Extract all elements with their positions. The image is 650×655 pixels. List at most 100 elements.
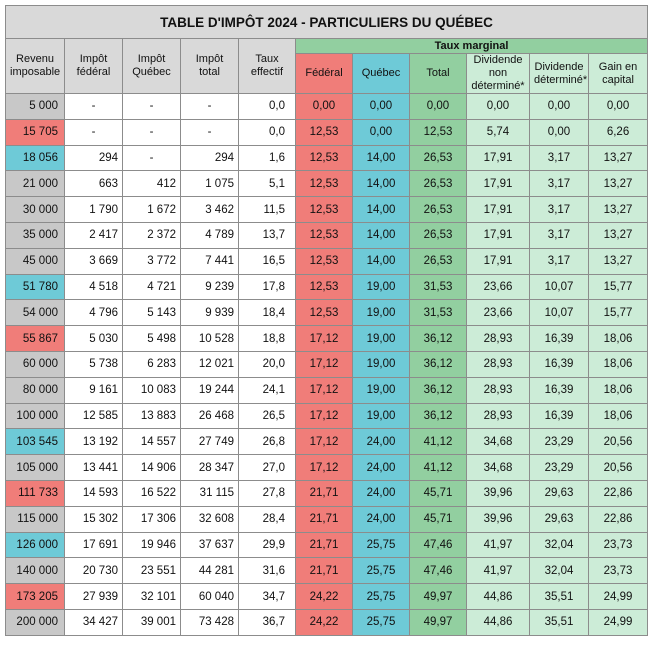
cell-impot-total: 4 789 bbox=[180, 221, 239, 249]
cell-impot-total: 1 075 bbox=[180, 170, 239, 198]
cell-gain-en-capital: 24,99 bbox=[587, 608, 649, 636]
cell-gain-en-capital: 13,27 bbox=[587, 196, 649, 223]
table-row: 105 000 13 441 14 906 28 347 27,0 17,12 24,00 4… bbox=[5, 454, 649, 481]
cell-revenu-imposable: 21 000 bbox=[5, 170, 65, 198]
cell-dividende-non-determine: 17,91 bbox=[466, 221, 530, 249]
cell-dividende-non-determine: 28,93 bbox=[466, 402, 530, 430]
cell-taux-total: 26,53 bbox=[409, 170, 467, 198]
cell-taux-quebec: 19,00 bbox=[352, 273, 410, 301]
cell-dividende-non-determine: 41,97 bbox=[466, 531, 530, 559]
cell-revenu-imposable: 35 000 bbox=[5, 221, 65, 249]
table-row: 80 000 9 161 10 083 19 244 24,1 17,12 19,00 36,… bbox=[5, 376, 649, 404]
cell-impot-federal: 15 302 bbox=[64, 505, 123, 533]
table-row: 100 000 12 585 13 883 26 468 26,5 17,12 19,00 3… bbox=[5, 402, 649, 430]
cell-impot-quebec: 412 bbox=[122, 170, 181, 198]
cell-dividende-determine: 3,17 bbox=[529, 247, 589, 275]
cell-taux-effectif: 36,7 bbox=[238, 608, 296, 636]
cell-gain-en-capital: 18,06 bbox=[587, 350, 649, 378]
cell-gain-en-capital: 15,77 bbox=[587, 299, 649, 327]
cell-taux-federal: 21,71 bbox=[295, 557, 353, 585]
cell-taux-quebec: 19,00 bbox=[352, 299, 410, 327]
table-body: 5 000- - -0,0 0,00 0,00 0,00 0,00 0,00 0,00 15 70… bbox=[5, 93, 649, 636]
table-row: 55 867 5 030 5 498 10 528 18,8 17,12 19,00 36,1… bbox=[5, 325, 649, 352]
cell-taux-total: 31,53 bbox=[409, 299, 467, 327]
cell-impot-federal: 13 192 bbox=[64, 428, 123, 456]
cell-revenu-imposable: 140 000 bbox=[5, 557, 65, 585]
cell-impot-total: 7 441 bbox=[180, 247, 239, 275]
header-quebec: Québec bbox=[352, 53, 410, 94]
header-federal: Fédéral bbox=[295, 53, 353, 94]
cell-impot-total: 60 040 bbox=[180, 583, 239, 610]
cell-taux-quebec: 14,00 bbox=[352, 170, 410, 198]
cell-dividende-determine: 16,39 bbox=[529, 402, 589, 430]
cell-taux-effectif: 27,8 bbox=[238, 479, 296, 507]
cell-impot-federal: 20 730 bbox=[64, 557, 123, 585]
cell-taux-effectif: 26,8 bbox=[238, 428, 296, 456]
cell-impot-quebec: 32 101 bbox=[122, 583, 181, 610]
cell-dividende-determine: 29,63 bbox=[529, 479, 589, 507]
table-row: 45 000 3 669 3 772 7 441 16,5 12,53 14,00 26,53… bbox=[5, 247, 649, 275]
header-impot-total: Impôt total bbox=[180, 38, 239, 94]
cell-gain-en-capital: 6,26 bbox=[587, 118, 649, 146]
cell-taux-total: 49,97 bbox=[409, 608, 467, 636]
header-taux-marginal: Taux marginal bbox=[294, 38, 649, 54]
cell-taux-total: 36,12 bbox=[409, 350, 467, 378]
table-row: 200 000 34 427 39 001 73 428 36,7 24,22 25,75 4… bbox=[5, 608, 649, 636]
cell-taux-quebec: 24,00 bbox=[352, 428, 410, 456]
cell-dividende-non-determine: 39,96 bbox=[466, 505, 530, 533]
cell-dividende-determine: 23,29 bbox=[529, 428, 589, 456]
cell-taux-total: 12,53 bbox=[409, 118, 467, 146]
cell-impot-quebec: 5 498 bbox=[122, 325, 181, 352]
cell-gain-en-capital: 18,06 bbox=[587, 325, 649, 352]
cell-impot-total: 19 244 bbox=[180, 376, 239, 404]
cell-gain-en-capital: 18,06 bbox=[587, 402, 649, 430]
cell-taux-quebec: 0,00 bbox=[352, 93, 410, 120]
cell-gain-en-capital: 24,99 bbox=[587, 583, 649, 610]
table-row: 115 000 15 302 17 306 32 608 28,4 21,71 24,00 4… bbox=[5, 505, 649, 533]
cell-taux-effectif: 5,1 bbox=[238, 170, 296, 198]
cell-impot-federal: 4 518 bbox=[64, 273, 123, 301]
cell-taux-effectif: 13,7 bbox=[238, 221, 296, 249]
cell-impot-total: 10 528 bbox=[180, 325, 239, 352]
cell-impot-quebec: 19 946 bbox=[122, 531, 181, 559]
cell-impot-federal: 5 030 bbox=[64, 325, 123, 352]
cell-impot-federal: 34 427 bbox=[64, 608, 123, 636]
header-dividende-non-determine: Dividende non déterminé* bbox=[466, 53, 530, 94]
cell-taux-total: 41,12 bbox=[409, 454, 467, 481]
cell-gain-en-capital: 18,06 bbox=[587, 376, 649, 404]
cell-dividende-determine: 16,39 bbox=[529, 325, 589, 352]
cell-dividende-determine: 35,51 bbox=[529, 608, 589, 636]
table-row: 173 205 27 939 32 101 60 040 34,7 24,22 25,75 4… bbox=[5, 583, 649, 610]
cell-impot-total: 37 637 bbox=[180, 531, 239, 559]
cell-dividende-determine: 16,39 bbox=[529, 376, 589, 404]
cell-revenu-imposable: 80 000 bbox=[5, 376, 65, 404]
cell-impot-quebec: 6 283 bbox=[122, 350, 181, 378]
cell-impot-total: 31 115 bbox=[180, 479, 239, 507]
cell-dividende-determine: 10,07 bbox=[529, 273, 589, 301]
cell-gain-en-capital: 13,27 bbox=[587, 221, 649, 249]
cell-taux-total: 41,12 bbox=[409, 428, 467, 456]
cell-taux-effectif: 0,0 bbox=[238, 118, 296, 146]
cell-dividende-non-determine: 17,91 bbox=[466, 196, 530, 223]
cell-dividende-determine: 23,29 bbox=[529, 454, 589, 481]
cell-dividende-non-determine: 28,93 bbox=[466, 350, 530, 378]
cell-impot-quebec: 14 557 bbox=[122, 428, 181, 456]
cell-impot-federal: 3 669 bbox=[64, 247, 123, 275]
table-row: 111 733 14 593 16 522 31 115 27,8 21,71 24,00 4… bbox=[5, 479, 649, 507]
cell-impot-federal: 9 161 bbox=[64, 376, 123, 404]
cell-dividende-determine: 10,07 bbox=[529, 299, 589, 327]
cell-taux-quebec: 24,00 bbox=[352, 505, 410, 533]
cell-taux-federal: 21,71 bbox=[295, 505, 353, 533]
cell-impot-total: 26 468 bbox=[180, 402, 239, 430]
cell-revenu-imposable: 200 000 bbox=[5, 608, 65, 636]
cell-dividende-non-determine: 28,93 bbox=[466, 376, 530, 404]
cell-impot-total: 28 347 bbox=[180, 454, 239, 481]
table-row: 21 000 663 412 1 075 5,1 12,53 14,00 26,53 17,91… bbox=[5, 170, 649, 198]
cell-impot-total: 294 bbox=[180, 144, 239, 172]
cell-impot-quebec: - bbox=[122, 118, 181, 146]
cell-taux-quebec: 0,00 bbox=[352, 118, 410, 146]
cell-taux-federal: 17,12 bbox=[295, 376, 353, 404]
cell-taux-effectif: 28,4 bbox=[238, 505, 296, 533]
cell-gain-en-capital: 13,27 bbox=[587, 247, 649, 275]
cell-taux-federal: 17,12 bbox=[295, 402, 353, 430]
